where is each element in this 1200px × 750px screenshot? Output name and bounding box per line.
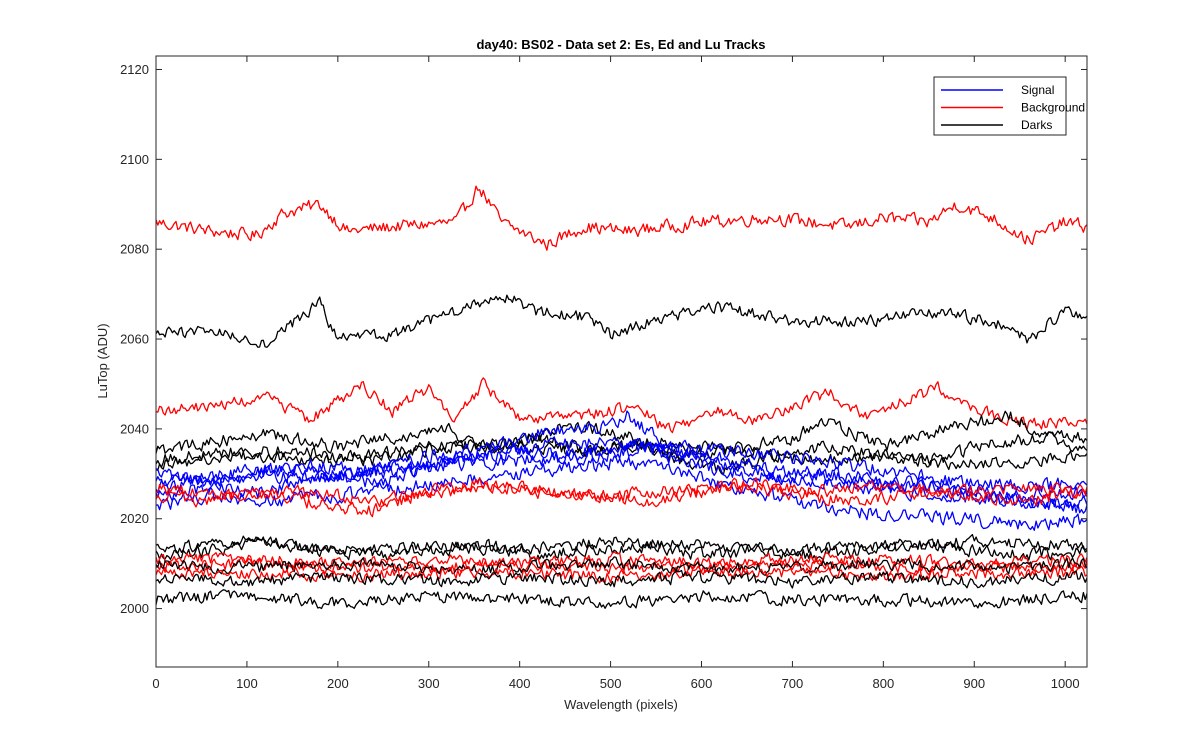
series-line-signal bbox=[155, 437, 1088, 504]
series-line-darks bbox=[155, 536, 1088, 562]
series-line-signal bbox=[155, 410, 1088, 514]
y-tick-label: 2000 bbox=[120, 601, 149, 616]
series-line-darks bbox=[155, 410, 1088, 463]
y-tick-label: 2060 bbox=[120, 332, 149, 347]
x-axis: 0 100 200 300 400 500 600 700 800 900 1000 bbox=[152, 56, 1080, 691]
series-line-darks bbox=[155, 589, 1088, 610]
x-tick-label: 900 bbox=[963, 676, 985, 691]
legend: Signal Background Darks bbox=[933, 76, 1085, 136]
y-tick-label: 2100 bbox=[120, 152, 149, 167]
series-line-darks bbox=[155, 420, 1088, 476]
y-tick-label: 2040 bbox=[120, 421, 149, 436]
chart-title: day40: BS02 - Data set 2: Es, Ed and Lu … bbox=[476, 37, 765, 52]
series-line-background bbox=[155, 377, 1088, 434]
plot-area-frame bbox=[155, 55, 1088, 668]
series-line-background bbox=[155, 477, 1088, 508]
x-tick-label: 500 bbox=[600, 676, 622, 691]
legend-label: Signal bbox=[1021, 83, 1054, 97]
x-tick-label: 1000 bbox=[1051, 676, 1080, 691]
x-axis-title: Wavelength (pixels) bbox=[564, 697, 678, 712]
series-line-background bbox=[155, 565, 1088, 584]
legend-label: Background bbox=[1021, 101, 1085, 115]
series-line-darks bbox=[155, 569, 1088, 589]
y-tick-label: 2080 bbox=[120, 242, 149, 257]
series-line-signal bbox=[155, 439, 1088, 495]
series-line-darks bbox=[155, 437, 1088, 471]
series-line-signal bbox=[155, 436, 1088, 512]
y-tick-label: 2120 bbox=[120, 62, 149, 77]
y-axis: 2000 2020 2040 2060 2080 2100 2120 bbox=[120, 62, 1087, 616]
series-line-background bbox=[155, 185, 1088, 251]
x-tick-label: 100 bbox=[236, 676, 258, 691]
series-line-darks bbox=[155, 533, 1088, 557]
x-tick-label: 800 bbox=[872, 676, 894, 691]
x-tick-label: 0 bbox=[152, 676, 159, 691]
series-line-background bbox=[155, 556, 1088, 576]
x-tick-label: 700 bbox=[782, 676, 804, 691]
x-tick-label: 200 bbox=[327, 676, 349, 691]
legend-label: Darks bbox=[1021, 118, 1052, 132]
x-tick-label: 600 bbox=[691, 676, 713, 691]
y-axis-title: LuTop (ADU) bbox=[95, 323, 110, 398]
x-tick-label: 300 bbox=[418, 676, 440, 691]
y-tick-label: 2020 bbox=[120, 511, 149, 526]
x-tick-label: 400 bbox=[509, 676, 531, 691]
series-line-darks bbox=[155, 294, 1088, 348]
series-layer bbox=[155, 185, 1088, 610]
series-line-signal bbox=[155, 455, 1088, 531]
